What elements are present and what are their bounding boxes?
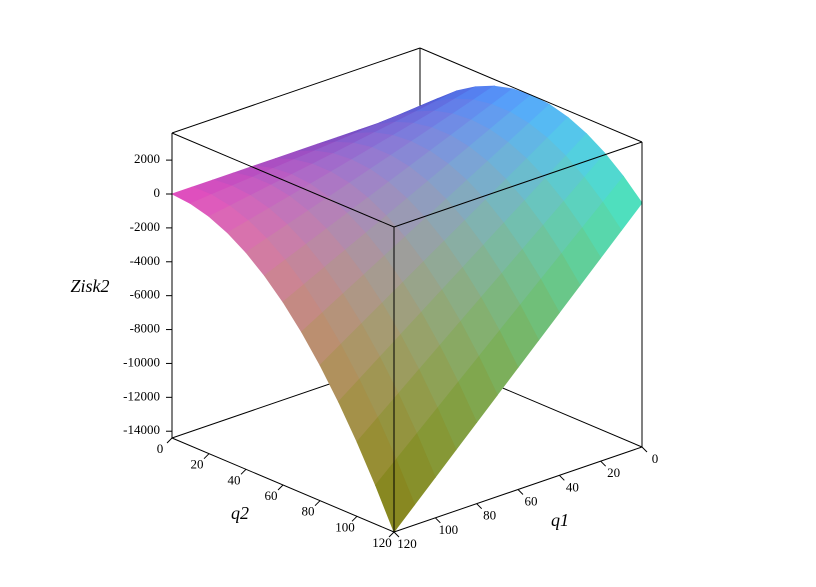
y-tick-label: 100 xyxy=(335,519,355,534)
x-tick xyxy=(393,531,400,538)
z-axis-title: Zisk2 xyxy=(70,276,109,296)
y-tick-label: 0 xyxy=(157,441,164,456)
y-axis-title: q2 xyxy=(231,503,249,523)
x-tick-label: 20 xyxy=(607,465,620,480)
box-edge xyxy=(171,132,395,228)
x-tick-label: 60 xyxy=(525,493,538,508)
x-tick-label: 0 xyxy=(652,451,659,466)
box-edge xyxy=(393,141,643,228)
x-axis-title: q1 xyxy=(551,510,569,530)
x-tick xyxy=(600,460,607,467)
z-tick-label: 0 xyxy=(154,185,161,200)
y-tick-label: 20 xyxy=(191,457,204,472)
y-tick xyxy=(166,437,173,444)
box-edge xyxy=(171,47,421,134)
x-tick xyxy=(434,517,441,524)
x-tick xyxy=(517,489,524,495)
x-tick xyxy=(476,503,483,510)
z-tick-label: 2000 xyxy=(134,151,160,166)
y-tick-label: 60 xyxy=(265,488,278,503)
y-tick-label: 120 xyxy=(372,535,392,550)
x-tick xyxy=(641,446,648,453)
z-tick-label: -4000 xyxy=(130,253,160,268)
x-tick-label: 100 xyxy=(439,522,459,537)
y-tick xyxy=(277,484,284,491)
box-edge xyxy=(419,47,643,143)
z-tick-label: -10000 xyxy=(123,354,160,369)
z-tick-label: -6000 xyxy=(130,287,160,302)
z-tick-label: -14000 xyxy=(123,422,160,437)
x-tick xyxy=(558,474,565,481)
y-tick xyxy=(203,453,210,460)
z-tick-label: -2000 xyxy=(130,219,160,234)
y-tick-label: 40 xyxy=(228,472,241,487)
y-tick xyxy=(388,531,395,538)
x-tick-label: 80 xyxy=(483,508,496,523)
z-tick-label: -12000 xyxy=(123,388,160,403)
z-tick-label: -8000 xyxy=(130,321,160,336)
y-tick xyxy=(351,515,358,522)
y-tick xyxy=(314,500,321,507)
x-tick-label: 40 xyxy=(566,479,579,494)
x-tick-label: 120 xyxy=(397,536,417,551)
y-tick-label: 80 xyxy=(302,504,315,519)
y-tick xyxy=(240,468,247,475)
